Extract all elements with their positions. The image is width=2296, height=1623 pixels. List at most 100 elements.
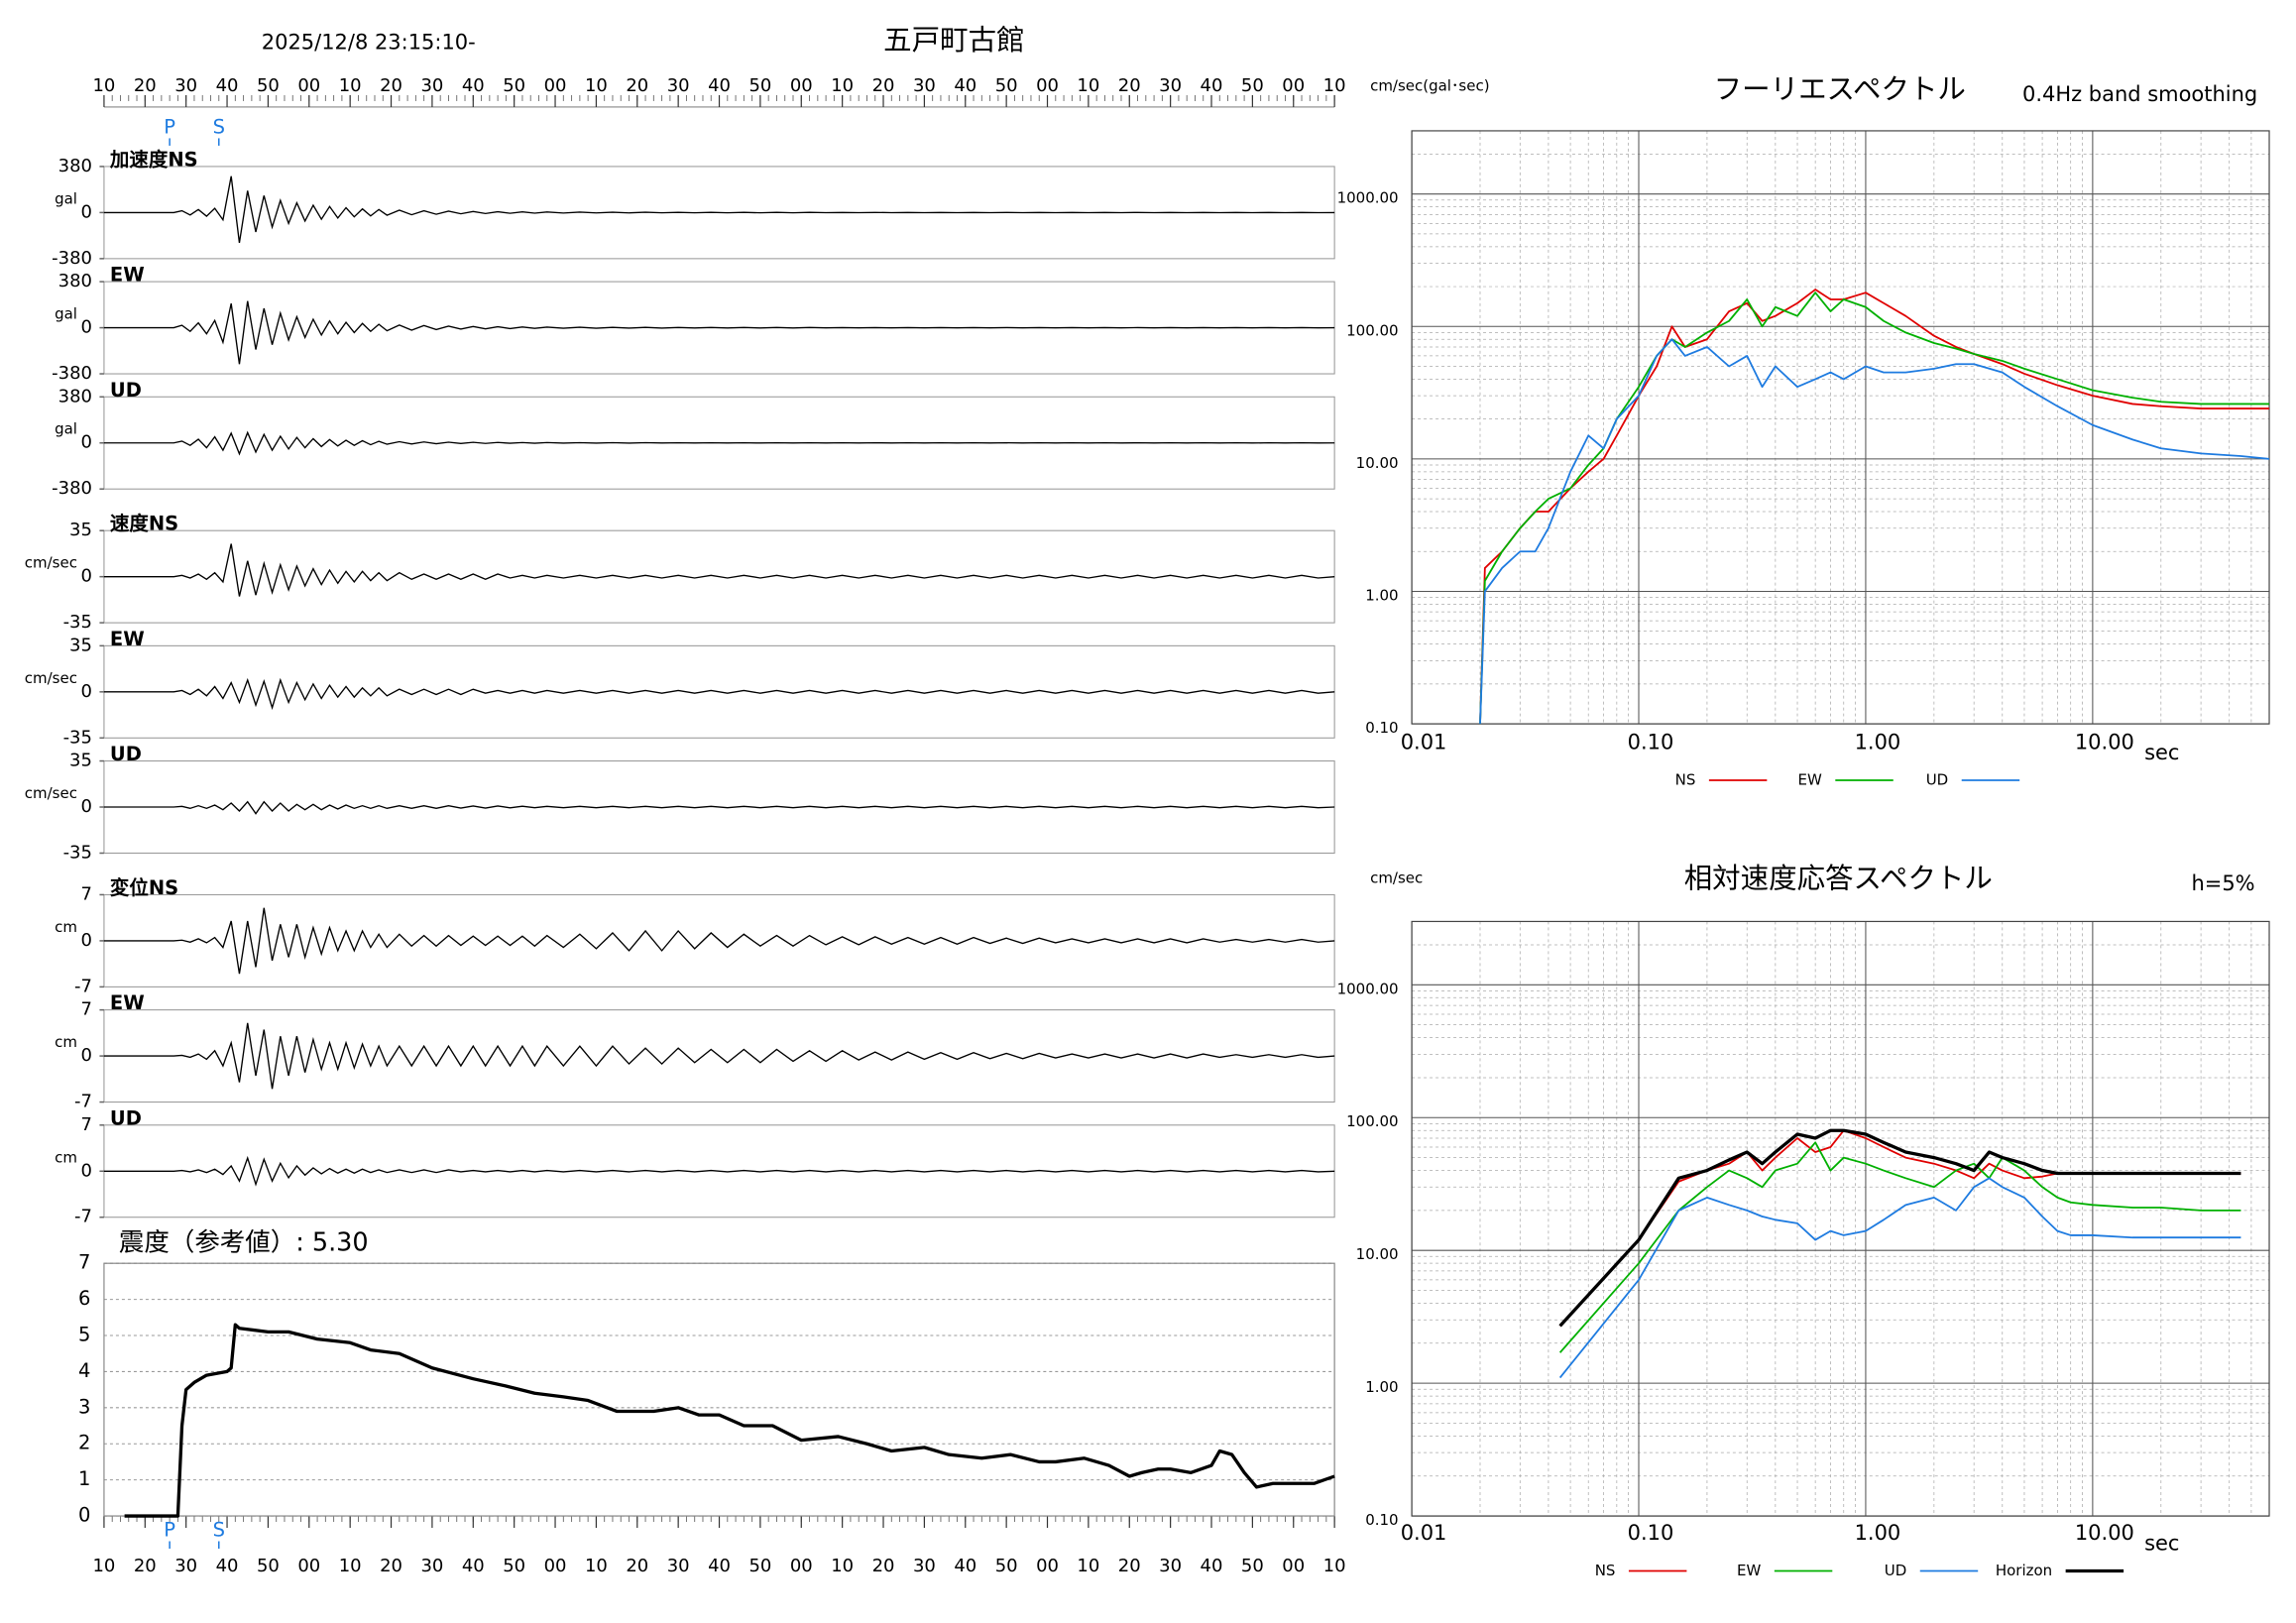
y-tick-label: 35 [69,635,92,655]
y-tick-label: -35 [63,842,92,863]
x-tick-label: 10 [339,1556,362,1576]
x-tick-label: 10 [1323,75,1346,96]
y-tick-label: 1000.00 [1337,189,1399,207]
x-tick-label: 20 [626,1556,648,1576]
x-tick-label: 30 [174,1556,197,1576]
panel-label: UD [110,379,142,402]
y-tick-label: 0 [78,1504,90,1527]
waveform [103,1155,1335,1187]
plot-frame [1411,130,2270,725]
waveform [103,907,1335,975]
y-tick-label: 100.00 [1346,321,1398,339]
phase-label: P [164,1519,175,1542]
y-tick-label: -35 [63,727,92,748]
x-tick-label: 20 [1118,75,1141,96]
y-tick-label: 0 [81,1160,92,1181]
unit-label: cm/sec [25,554,77,572]
x-tick-label: 10 [1077,75,1099,96]
y-tick-label: -380 [52,363,92,384]
x-tick-label: 00 [790,1556,813,1576]
panel-label: EW [110,991,145,1014]
legend-label: NS [1595,1562,1616,1579]
y-tick-label: -7 [74,976,92,996]
y-tick-label: 0 [81,681,92,702]
x-tick-label: 00 [297,1556,320,1576]
phase-label: S [213,115,225,138]
x-tick-label: 10 [339,75,362,96]
y-tick-label: 0 [81,432,92,453]
x-tick-label: 10.00 [2075,731,2134,754]
x-tick-label: 00 [1036,75,1059,96]
x-tick-label: 1.00 [1855,731,1901,754]
x-tick-label: 30 [420,1556,443,1576]
y-tick-label: -35 [63,612,92,633]
x-tick-label: 30 [913,1556,936,1576]
y-tick-label: 100.00 [1346,1112,1398,1130]
x-tick-label: 30 [1159,75,1182,96]
waveform [103,677,1335,711]
x-tick-label: 40 [1201,1556,1223,1576]
series-line [1479,291,2270,725]
y-tick-label: 1.00 [1365,586,1398,604]
response-title: 相対速度応答スペクトル [1684,862,1993,894]
x-tick-label: 30 [420,75,443,96]
x-tick-label: 00 [1282,1556,1305,1576]
panel-label: 変位NS [110,876,178,899]
y-tick-label: 380 [58,271,92,291]
x-tick-label: 50 [1241,75,1264,96]
x-tick-label: 20 [626,75,648,96]
plot-frame [1411,920,2270,1517]
unit-label: gal [55,305,77,323]
station-title: 五戸町古館 [883,24,1024,57]
x-tick-label: 40 [708,1556,731,1576]
x-tick-label: 40 [462,75,485,96]
waveform [103,175,1335,244]
y-tick-label: 7 [81,883,92,904]
x-tick-label: 30 [174,75,197,96]
x-tick-label: 00 [297,75,320,96]
legend-label: EW [1737,1562,1761,1579]
legend-label: EW [1798,771,1822,789]
series-line [1558,1128,2241,1328]
waveform [103,300,1335,365]
y-tick-label: 0 [81,317,92,338]
x-tick-label: 1.00 [1855,1521,1901,1545]
x-tick-label: 10 [1323,1556,1346,1576]
x-tick-label: 0.10 [1628,731,1674,754]
x-tick-label: 50 [257,1556,280,1576]
y-tick-label: -7 [74,1092,92,1112]
fourier-subtitle: 0.4Hz band smoothing [2022,82,2257,106]
y-tick-label: 35 [69,751,92,771]
x-tick-label: 10 [92,75,115,96]
fourier-y-label: cm/sec(gal･sec) [1370,76,1489,94]
panel-label: 加速度NS [109,148,198,171]
response-subtitle: h=5% [2191,871,2254,895]
series-line [124,1323,1335,1518]
unit-label: gal [55,420,77,438]
x-tick-label: 10 [831,1556,854,1576]
response-y-label: cm/sec [1370,869,1423,886]
y-tick-label: 7 [78,1251,90,1274]
y-tick-label: 0.10 [1365,1511,1398,1529]
y-tick-label: 1 [78,1467,90,1490]
x-tick-label: 20 [380,1556,402,1576]
x-tick-label: 30 [1159,1556,1182,1576]
waveform [103,1022,1335,1090]
unit-label: cm [55,1033,77,1051]
x-tick-label: 50 [748,1556,771,1576]
panel-label: EW [110,264,145,287]
x-tick-label: 50 [503,1556,525,1576]
y-tick-label: -380 [52,478,92,499]
plot-frame [103,1262,1335,1517]
x-tick-label: 10 [831,75,854,96]
x-tick-label: 10 [585,1556,608,1576]
panel-label: UD [110,1106,142,1129]
x-tick-label: 40 [216,1556,239,1576]
y-tick-label: 7 [81,999,92,1020]
y-tick-label: 6 [78,1287,90,1310]
x-tick-label: 20 [872,1556,895,1576]
fourier-x-label: sec [2144,741,2179,764]
x-tick-label: 0.01 [1401,731,1447,754]
y-tick-label: 10.00 [1356,454,1399,472]
waveform [103,800,1335,815]
